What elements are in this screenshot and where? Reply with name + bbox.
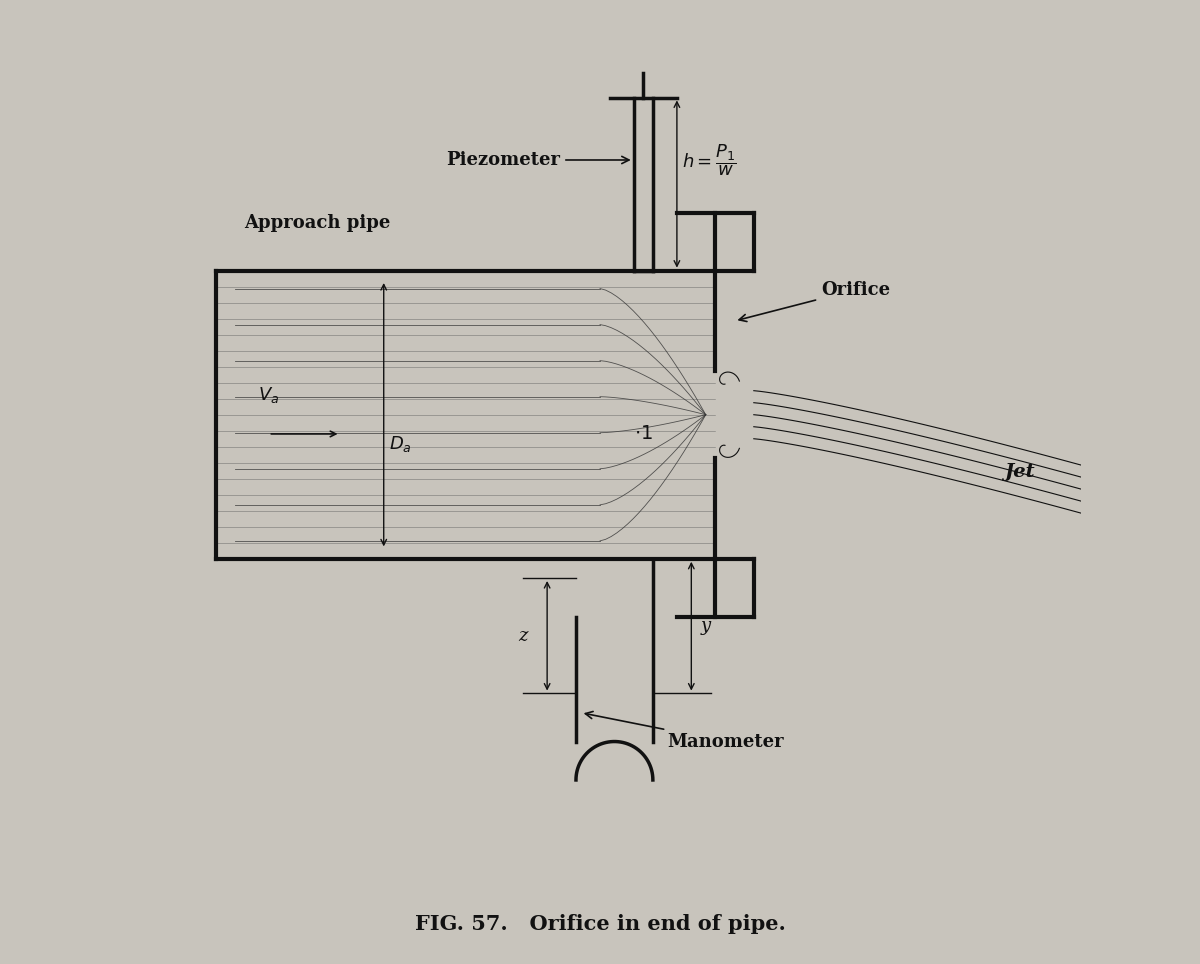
Text: Jet: Jet	[1003, 464, 1034, 481]
Text: y: y	[701, 617, 712, 635]
Text: $D_a$: $D_a$	[389, 434, 412, 453]
Text: Piezometer: Piezometer	[446, 151, 629, 169]
Text: Orifice: Orifice	[739, 281, 890, 322]
Text: Approach pipe: Approach pipe	[245, 214, 391, 232]
Text: $V_a$: $V_a$	[258, 386, 278, 406]
Text: $h = \dfrac{P_1}{w}$: $h = \dfrac{P_1}{w}$	[682, 142, 737, 177]
Text: $\cdot 1$: $\cdot 1$	[634, 425, 653, 442]
Text: FIG. 57.   Orifice in end of pipe.: FIG. 57. Orifice in end of pipe.	[414, 914, 786, 934]
Text: z: z	[518, 627, 528, 645]
Text: Manometer: Manometer	[586, 711, 784, 751]
